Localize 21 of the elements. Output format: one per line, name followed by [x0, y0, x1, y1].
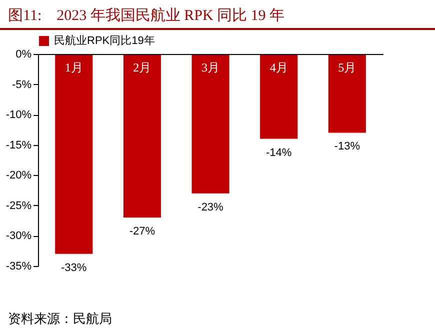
- text: 资料来源：民航局: [8, 310, 112, 328]
- y-tick-label: -25%: [6, 200, 32, 212]
- x-tick-label: 5月: [338, 60, 356, 74]
- y-tick-label: -20%: [6, 170, 32, 182]
- data-label: -13%: [334, 140, 360, 153]
- data-label: -23%: [198, 201, 224, 214]
- data-label: -27%: [129, 226, 156, 238]
- y-tick-label: -35%: [6, 260, 32, 272]
- chart-title: 图11: 2023 年我国民航业 RPK 同比 19 年: [0, 0, 435, 30]
- data-label: -33%: [61, 262, 87, 274]
- x-tick-label: 2月: [133, 60, 152, 74]
- x-tick-label: 1月: [64, 60, 83, 74]
- y-tick-label: -5%: [12, 78, 32, 91]
- y-tick-label: -30%: [6, 230, 32, 242]
- y-tick-label: -10%: [6, 109, 32, 122]
- y-tick-label: -15%: [6, 139, 32, 152]
- y-tick-label: 0%: [16, 48, 32, 60]
- x-tick-label: 4月: [270, 60, 288, 74]
- legend-label: 民航业RPK同比19年: [54, 34, 155, 47]
- x-tick-label: 3月: [202, 60, 220, 74]
- data-label: -14%: [266, 146, 292, 159]
